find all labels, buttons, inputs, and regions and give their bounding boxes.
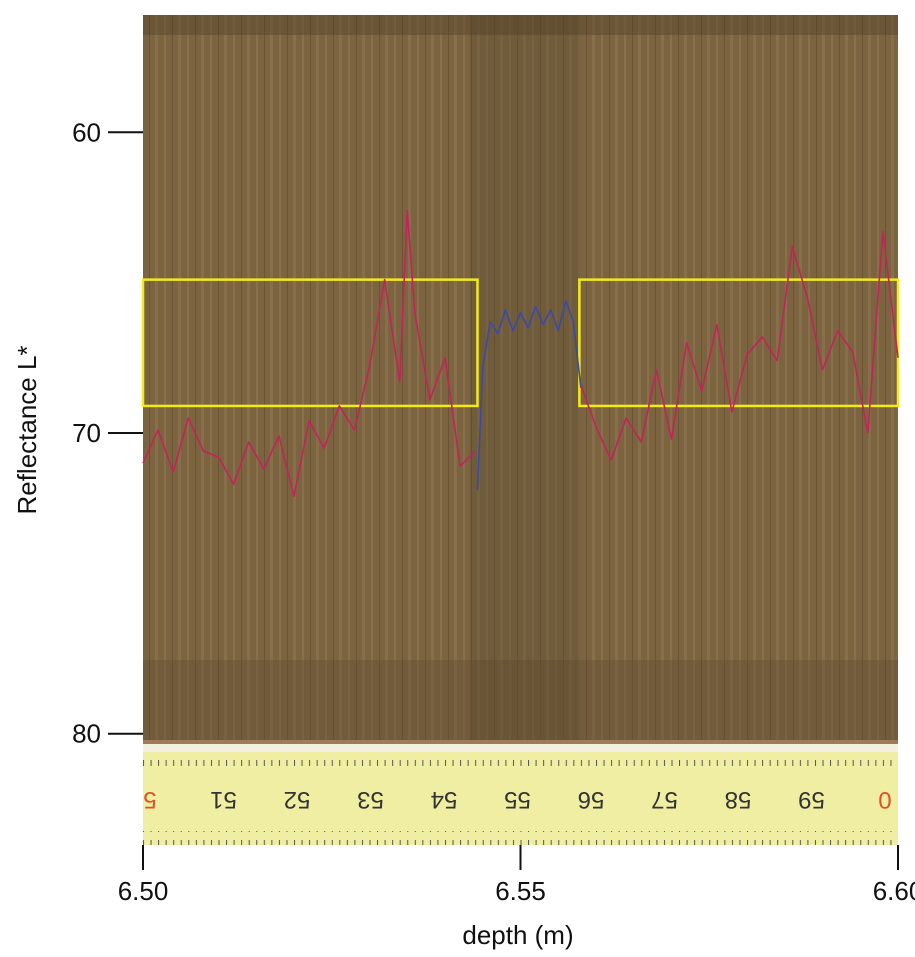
y-axis-label: Reflectance L* [12,345,42,514]
ruler-label: 5 [143,786,156,813]
y-tick-label: 60 [72,117,101,147]
x-axis-label: depth (m) [462,920,573,950]
core-photo [143,15,898,845]
data-line [142,209,476,497]
ruler-label: 56 [578,786,605,813]
highlight-box [141,278,479,408]
ruler-label: 57 [651,786,678,813]
x-tick-label: 6.50 [118,876,169,906]
ruler-label: 53 [357,786,384,813]
plot-area [141,209,900,497]
ruler-label: 52 [284,786,311,813]
y-tick-label: 70 [72,418,101,448]
highlight-box [578,278,900,408]
ruler-label: 51 [210,786,237,813]
ruler-label: 58 [725,786,752,813]
data-line [580,230,899,461]
ruler-label: 55 [504,786,531,813]
ruler-labels: 5 51 52 53 54 55 56 57 58 59 0 [143,786,891,813]
x-tick-label: 6.60 [873,876,915,906]
ruler-label: 59 [798,786,825,813]
data-line [476,299,582,491]
y-tick-label: 80 [72,719,101,749]
ruler-label: 0 [878,786,891,813]
ruler-label: 54 [431,786,458,813]
x-tick-label: 6.55 [495,876,546,906]
